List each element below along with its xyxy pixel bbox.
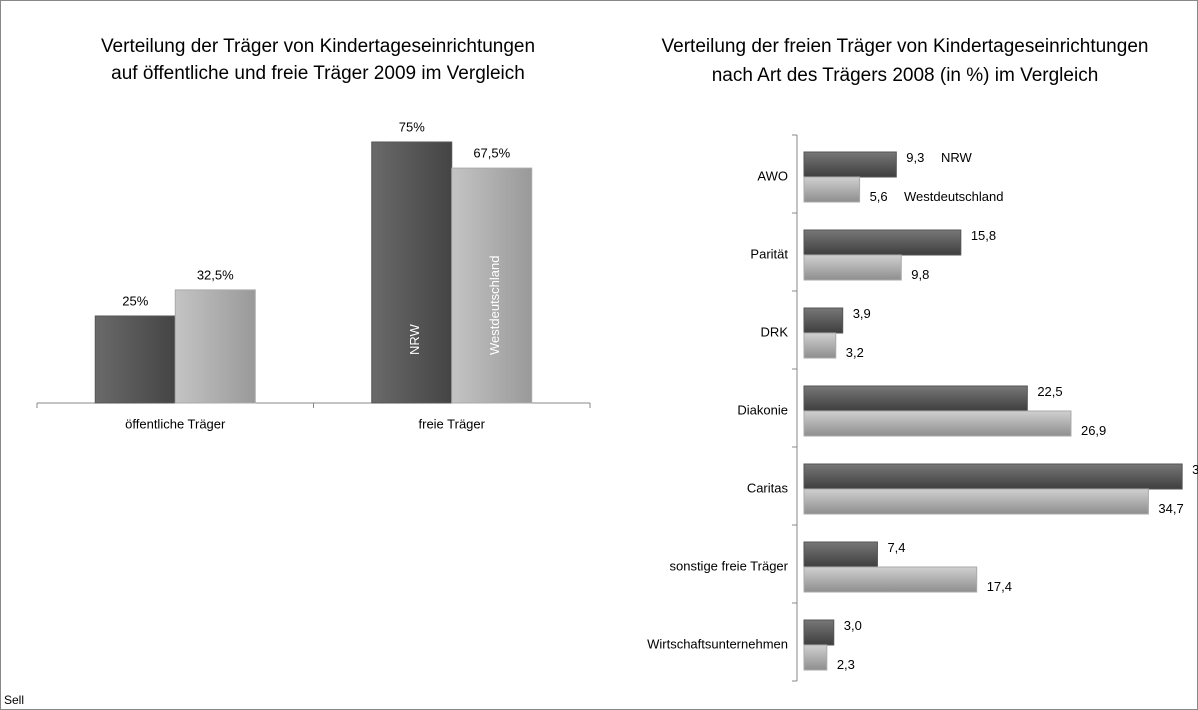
bar	[803, 385, 1028, 412]
y-tick-label: DRK	[761, 324, 789, 339]
data-label: 22,5	[1037, 384, 1062, 399]
legend-label: NRW	[941, 150, 973, 165]
bar	[803, 644, 828, 671]
chart-title: Verteilung der freien Träger von Kindert…	[662, 36, 1149, 57]
bar	[803, 566, 978, 593]
data-label: 32,5%	[197, 267, 234, 282]
bar	[803, 332, 837, 359]
data-label: 25%	[122, 293, 148, 308]
bar	[803, 488, 1149, 515]
bar	[174, 289, 256, 404]
x-tick-label: öffentliche Träger	[125, 416, 226, 431]
bar	[803, 151, 897, 178]
data-label: 5,6	[870, 189, 888, 204]
data-label: 3,2	[846, 345, 864, 360]
bar	[803, 619, 835, 646]
y-tick-label: Wirtschaftsunternehmen	[647, 636, 788, 651]
bar	[803, 541, 878, 568]
bar	[803, 463, 1183, 490]
data-label: 3,0	[844, 618, 862, 633]
data-label: 26,9	[1081, 423, 1106, 438]
data-label: 34,7	[1158, 501, 1183, 516]
chart-title: nach Art des Trägers 2008 (in %) im Verg…	[712, 65, 1099, 86]
chart-title: auf öffentliche und freie Träger 2009 im…	[111, 63, 525, 84]
y-tick-label: sonstige freie Träger	[669, 558, 788, 573]
footer: Sell	[4, 693, 24, 707]
data-label: 9,8	[911, 267, 929, 282]
data-label: 7,4	[887, 540, 905, 555]
bar	[803, 254, 902, 281]
data-label: 3,9	[853, 306, 871, 321]
chart-title: Verteilung der Träger von Kindertagesein…	[101, 36, 535, 57]
y-tick-label: Caritas	[747, 480, 789, 495]
y-tick-label: Parität	[750, 246, 788, 261]
data-label: 38,1	[1192, 462, 1198, 477]
x-tick-label: freie Träger	[419, 416, 486, 431]
bar	[371, 141, 453, 404]
legend-label: Westdeutschland	[487, 256, 502, 356]
legend-label: Westdeutschland	[904, 189, 1004, 204]
y-tick-label: AWO	[757, 168, 788, 183]
bar	[803, 307, 844, 334]
data-label: 75%	[399, 119, 425, 134]
data-label: 67,5%	[473, 146, 510, 161]
bar	[803, 176, 861, 203]
bar	[451, 167, 533, 404]
data-label: 17,4	[987, 579, 1012, 594]
data-label: 9,3	[906, 150, 924, 165]
y-tick-label: Diakonie	[737, 402, 788, 417]
legend-label: NRW	[407, 323, 422, 355]
data-label: 2,3	[837, 657, 855, 672]
data-label: 15,8	[971, 228, 996, 243]
bar	[94, 315, 176, 404]
bar	[803, 410, 1072, 437]
bar	[803, 229, 962, 256]
